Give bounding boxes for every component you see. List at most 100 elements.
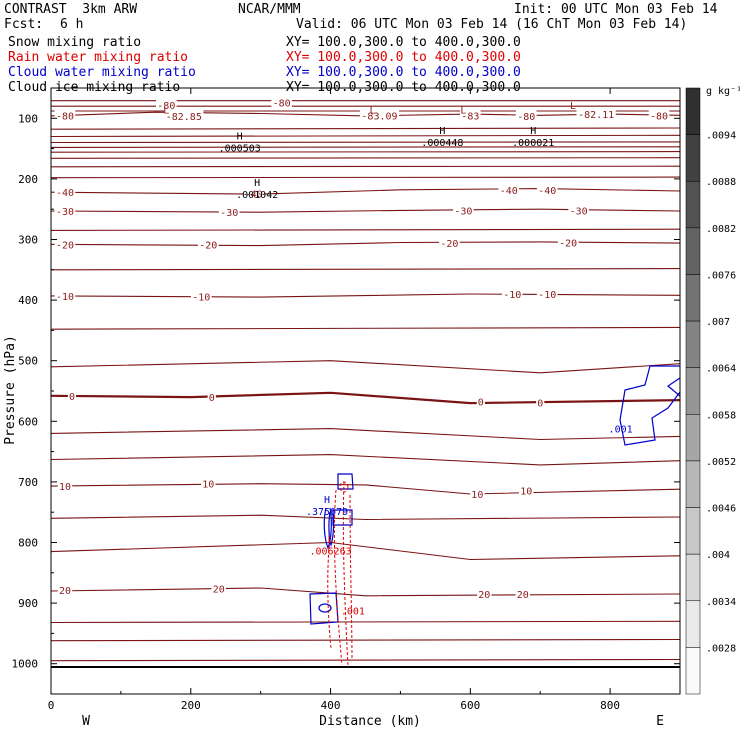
contour-label: 0 — [478, 397, 484, 408]
isotherm-14 — [51, 228, 680, 231]
colorbar-swatch — [685, 460, 701, 508]
isotherm-6 — [51, 141, 680, 144]
isotherm-26 — [51, 587, 680, 597]
contour-label-bg — [453, 204, 474, 216]
east-label: E — [656, 714, 664, 729]
colorbar-label: .0064 — [706, 364, 736, 375]
colorbar-label: .0034 — [706, 597, 736, 608]
colorbar-swatch — [685, 320, 701, 368]
y-tick-label: 300 — [18, 234, 38, 247]
colorbar-label: .0058 — [706, 410, 736, 421]
extremum-mark: L — [163, 105, 169, 116]
colorbar-label: .007 — [706, 317, 730, 328]
forecast-label: Fcst: — [4, 17, 44, 32]
isotherm-8 — [51, 151, 680, 153]
cloud-water-lower-core — [318, 603, 332, 613]
contour-label: -80 — [56, 111, 74, 122]
contour-label-bg — [54, 186, 76, 198]
extremum-value: .006263 — [309, 547, 351, 558]
cloud-water-upper-box — [337, 473, 354, 490]
x-tick-label: 200 — [181, 699, 201, 712]
y-tick-label: 200 — [18, 173, 38, 186]
org-label: NCAR/MMM — [238, 2, 301, 17]
contour-label: 20 — [213, 585, 225, 596]
contour-label: 0 — [69, 392, 75, 403]
contour-label: 10 — [59, 482, 71, 493]
colorbar-swatch — [685, 180, 701, 229]
contour-label-bg — [271, 96, 292, 108]
colorbar-swatch — [685, 87, 701, 135]
colorbar-label: .0052 — [706, 457, 736, 468]
colorbar-swatch — [685, 647, 701, 695]
legend-cloud-water-name: Cloud water mixing ratio — [8, 65, 196, 80]
mixing-ratio-label: .001 — [609, 425, 633, 436]
isotherm-18 — [51, 326, 680, 330]
cloud-water-core-2 — [328, 511, 335, 547]
contour-label-bg — [536, 288, 558, 300]
valid-time: Valid: 06 UTC Mon 03 Feb 14 (16 ChT Mon … — [296, 17, 688, 32]
contour-label-bg — [648, 109, 670, 121]
contour-label-bg — [57, 480, 73, 492]
cloud-water-east-contour — [619, 365, 680, 446]
contour-label-bg — [190, 290, 212, 302]
isotherm-15 — [51, 241, 680, 247]
contour-label-bg — [515, 588, 530, 600]
isotherm-9 — [51, 157, 680, 159]
isotherm-23 — [51, 483, 680, 495]
colorbar-label: .0094 — [706, 131, 736, 142]
extremum-mark: H — [254, 178, 260, 189]
rain-column-3 — [342, 481, 349, 666]
isotherm-4 — [51, 127, 680, 130]
extremum-mark: L — [369, 105, 375, 116]
extremum-value: .000503 — [219, 144, 261, 155]
legend-snow-name: Snow mixing ratio — [8, 35, 142, 50]
legend-cloud-water-xy: XY= 100.0,300.0 to 400.0,300.0 — [286, 65, 521, 80]
contour-label-bg — [557, 236, 579, 248]
model-title: CONTRAST 3km ARW — [4, 2, 138, 17]
contour-label-bg — [477, 588, 492, 600]
contour-label: 10 — [471, 490, 483, 501]
colorbar-swatch — [685, 507, 701, 555]
contour-label: 0 — [209, 393, 215, 404]
colorbar-label: .0076 — [706, 270, 736, 281]
colorbar-swatch — [685, 600, 701, 648]
contour-label-bg — [519, 484, 534, 496]
contour-label: -82.85 — [166, 112, 202, 123]
contour-label: -30 — [570, 206, 588, 217]
contour-label: -10 — [192, 292, 210, 303]
cloud-water-lower-box — [309, 592, 339, 625]
contour-label: -40 — [500, 186, 518, 197]
contour-label-bg — [54, 109, 76, 121]
contour-label-bg — [218, 206, 240, 218]
contour-label-bg — [460, 109, 481, 121]
contour-label-bg — [576, 108, 616, 120]
rain-water-contours — [327, 481, 353, 666]
isotherm-10 — [51, 165, 680, 168]
rain-column-4 — [349, 494, 353, 661]
contour-label: -10 — [503, 290, 521, 301]
colorbar-swatch — [685, 553, 701, 602]
colorbar-label: .0028 — [706, 643, 736, 654]
contour-label: -30 — [454, 206, 472, 217]
contour-label: -20 — [440, 239, 458, 250]
x-tick-label: 400 — [321, 699, 341, 712]
contour-label: -30 — [220, 208, 238, 219]
y-tick-label: 900 — [18, 597, 38, 610]
contour-label: 20 — [59, 586, 71, 597]
y-tick-label: 1000 — [12, 658, 39, 671]
isotherm-17 — [51, 293, 680, 298]
x-tick-label: 0 — [48, 699, 55, 712]
isotherm-24 — [51, 514, 680, 521]
west-label: W — [82, 714, 90, 729]
contour-label: 10 — [520, 486, 532, 497]
contour-label: -83.09 — [361, 111, 397, 122]
extremum-mark: H — [439, 126, 445, 137]
mixing-ratio-label: .001 — [341, 606, 365, 617]
isotherm-16 — [51, 268, 680, 271]
contour-label-bg — [515, 109, 537, 121]
colorbar-label: .0082 — [706, 224, 736, 235]
colorbar-label: .0046 — [706, 504, 736, 515]
y-tick-label: 500 — [18, 355, 38, 368]
contour-label-bg — [57, 583, 73, 595]
